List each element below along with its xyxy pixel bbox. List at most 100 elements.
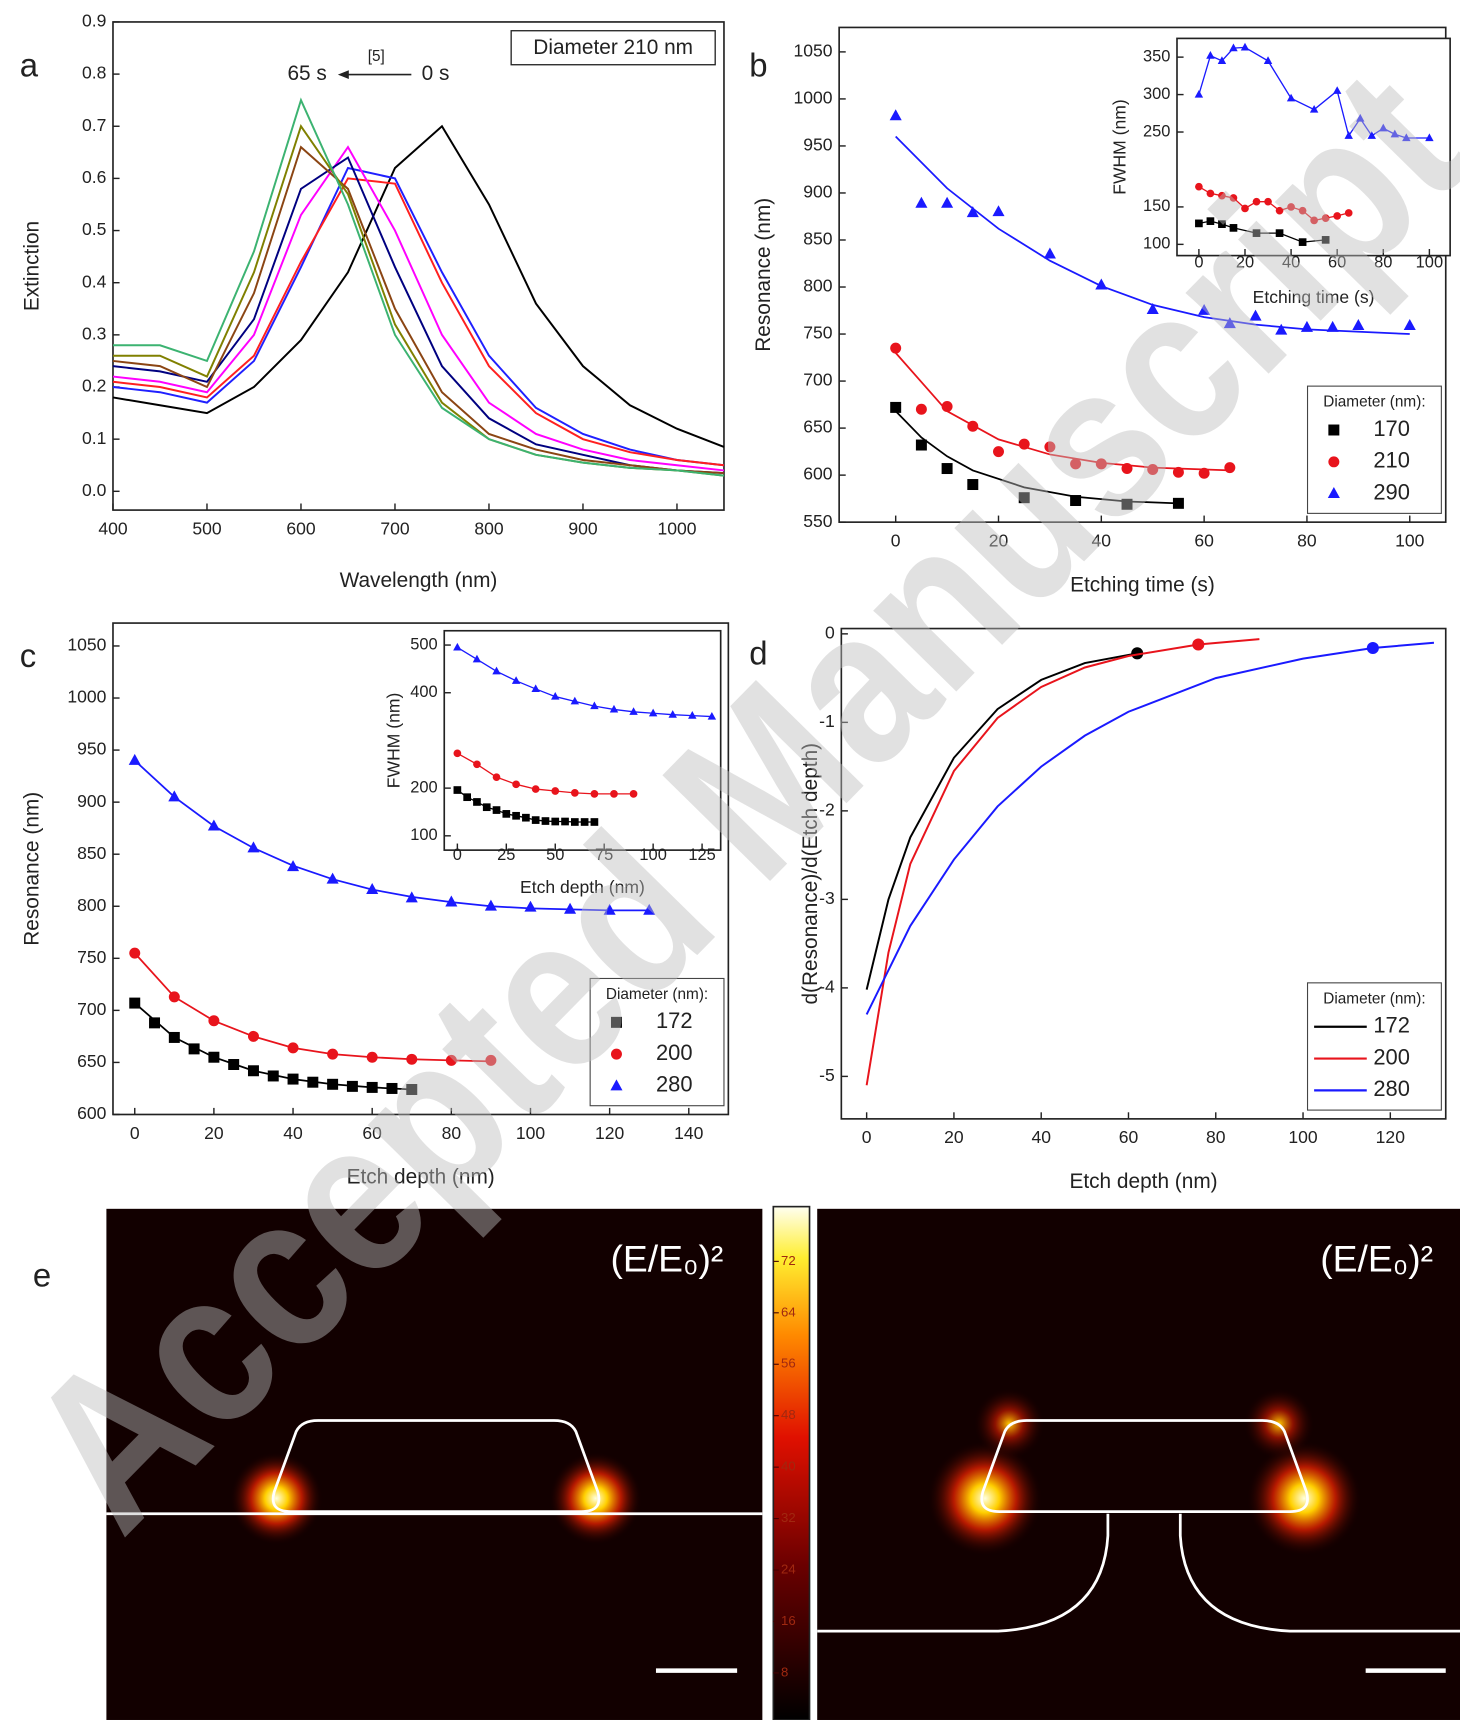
marker-square [1206,217,1215,225]
y-tick-label: 1000 [67,687,106,707]
marker-circle [1321,214,1330,222]
legend-label: 172 [1373,1013,1410,1038]
pillar-outline [817,1513,1460,1633]
marker-square [228,1059,240,1070]
hotspot [230,1452,323,1545]
y-tick-label: 600 [77,1103,107,1123]
marker-triangle [668,710,677,718]
marker-circle [445,1054,457,1066]
y-tick-label: 0.0 [82,480,107,500]
marker-circle [531,785,540,793]
marker-square [1229,224,1238,232]
x-tick-label: 20 [989,531,1009,551]
y-tick-label: 0.9 [82,11,106,31]
y-tick-label: 700 [77,999,107,1019]
marker-circle [247,1030,259,1042]
marker-triangle [966,206,979,218]
marker-circle [1275,206,1284,215]
marker-triangle [1223,317,1236,329]
marker-triangle [610,1079,623,1091]
panel-label: b [749,47,767,84]
marker-triangle [915,196,928,208]
marker-circle [287,1042,299,1054]
marker-circle [327,1048,339,1060]
x-axis-title: Wavelength (nm) [340,569,498,592]
legend-label: 170 [1373,416,1410,441]
y-tick-label: 100 [1143,235,1170,253]
marker-circle [1198,467,1210,479]
y-tick-label: 750 [803,323,833,343]
y-tick-label: 300 [1143,85,1170,103]
marker-circle [1018,438,1030,450]
y-tick-label: 0.6 [82,167,106,187]
marker-square [561,817,569,826]
marker-circle [629,790,638,798]
field-map-title: (E/E₀)² [611,1237,724,1279]
series-line [112,97,725,477]
y-tick-label: 0.3 [82,323,106,343]
marker-triangle [1095,278,1108,290]
marker-circle [208,1015,220,1027]
panel-label: e [33,1257,51,1294]
x-tick-label: 140 [674,1123,704,1143]
panel-label: a [20,47,39,84]
marker-circle [551,787,560,795]
marker-triangle [688,711,697,719]
marker-square [327,1078,339,1090]
series-line [112,124,725,448]
x-tick-label: 0 [130,1123,140,1143]
x-tick-label: 800 [474,518,504,538]
marker-triangle [1300,320,1313,332]
marker-square [482,803,491,812]
marker-square [129,997,141,1009]
x-tick-label: 1000 [657,518,696,538]
legend-label: 200 [656,1040,693,1065]
marker-triangle [472,654,482,663]
marker-circle [1095,458,1107,470]
marker-triangle [1402,133,1411,142]
marker-square [967,479,979,491]
series-line [112,124,725,477]
x-tick-label: 40 [283,1123,303,1143]
marker-triangle [1352,318,1365,330]
colorbar-tick-label: 8 [781,1664,788,1679]
x-tick-label: 75 [595,846,613,864]
marker-triangle [1344,131,1353,139]
y-tick-label: 0.4 [82,271,107,291]
y-tick-label: 800 [803,276,833,296]
y-tick-label: 350 [1143,47,1170,65]
marker-triangle [326,872,339,884]
x-tick-label: 40 [1031,1127,1051,1147]
x-tick-label: 0 [1194,254,1203,272]
colorbar-tick-label: 16 [781,1613,796,1628]
colorbar-tick-label: 24 [781,1562,796,1577]
marker-triangle [564,902,577,914]
marker-circle [492,773,501,781]
marker-circle [473,760,481,769]
y-axis-title: d(Resonance)/d(Etch depth) [799,743,822,1005]
y-tick-label: 0.1 [82,428,106,448]
marker-square [502,810,511,818]
x-tick-label: 900 [568,518,598,538]
colorbar-tick-label: 56 [781,1356,796,1371]
x-axis-title: Etching time (s) [1070,573,1215,596]
panel-label: d [749,635,767,672]
marker-circle [168,991,180,1003]
field-map-title: (E/E₀)² [1320,1237,1433,1279]
y-tick-label: 200 [410,778,437,796]
x-tick-label: 100 [639,846,666,864]
x-tick-label: 120 [1376,1127,1406,1147]
marker-square [149,1017,161,1029]
marker-triangle [1332,86,1342,94]
plot-frame [112,21,725,511]
marker-square [1172,497,1184,509]
marker-triangle [492,666,501,675]
colorbar-tick-label: 48 [781,1407,796,1422]
series-line [865,638,1260,1086]
colorbar-tick-label: 40 [781,1459,796,1474]
marker-triangle [1379,123,1388,132]
marker-triangle [1146,303,1159,314]
marker-square [522,813,530,822]
